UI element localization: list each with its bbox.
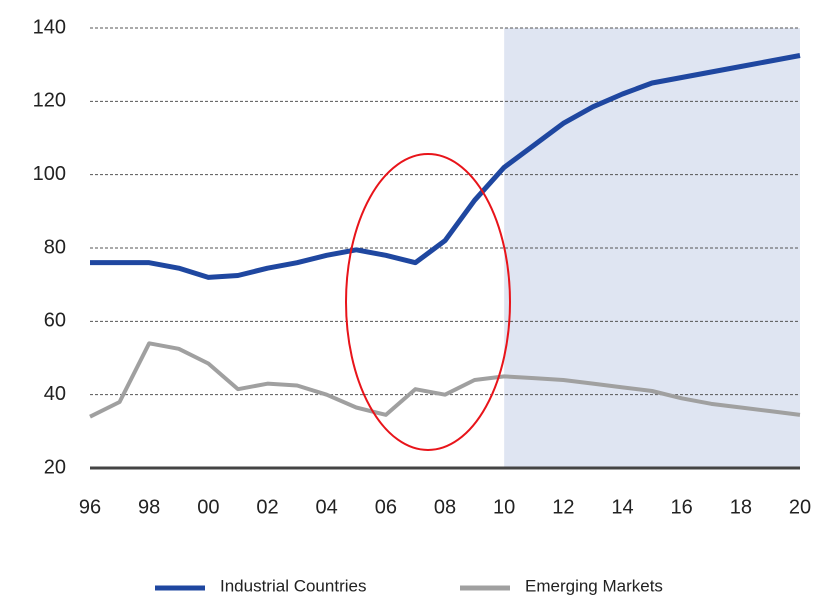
x-tick-label: 06 <box>375 496 397 518</box>
legend-label: Industrial Countries <box>220 576 366 595</box>
x-tick-label: 14 <box>611 496 633 518</box>
legend-label: Emerging Markets <box>525 576 663 595</box>
y-tick-label: 140 <box>33 16 66 38</box>
x-tick-label: 02 <box>256 496 278 518</box>
x-tick-label: 16 <box>671 496 693 518</box>
x-tick-label: 10 <box>493 496 515 518</box>
y-tick-label: 40 <box>44 383 66 405</box>
line-layer <box>89 53 801 419</box>
y-tick-label: 120 <box>33 90 66 112</box>
highlight-ellipse <box>345 153 511 451</box>
y-tick-label: 20 <box>44 456 66 478</box>
x-tick-label: 20 <box>789 496 811 518</box>
series-line <box>89 341 801 419</box>
x-tick-label: 08 <box>434 496 456 518</box>
label-layer: 20 40 60 80 100 120 140 96 98 00 02 04 06 08 10 12 14 16 1… <box>33 16 812 595</box>
y-tick-label: 100 <box>33 163 66 185</box>
x-tick-label: 12 <box>552 496 574 518</box>
x-tick-label: 00 <box>197 496 219 518</box>
x-tick-label: 04 <box>316 496 338 518</box>
y-tick-label: 60 <box>44 310 66 332</box>
x-tick-label: 96 <box>79 496 101 518</box>
x-tick-label: 98 <box>138 496 160 518</box>
y-tick-label: 80 <box>44 236 66 258</box>
series-line <box>90 53 801 280</box>
x-tick-label: 18 <box>730 496 752 518</box>
